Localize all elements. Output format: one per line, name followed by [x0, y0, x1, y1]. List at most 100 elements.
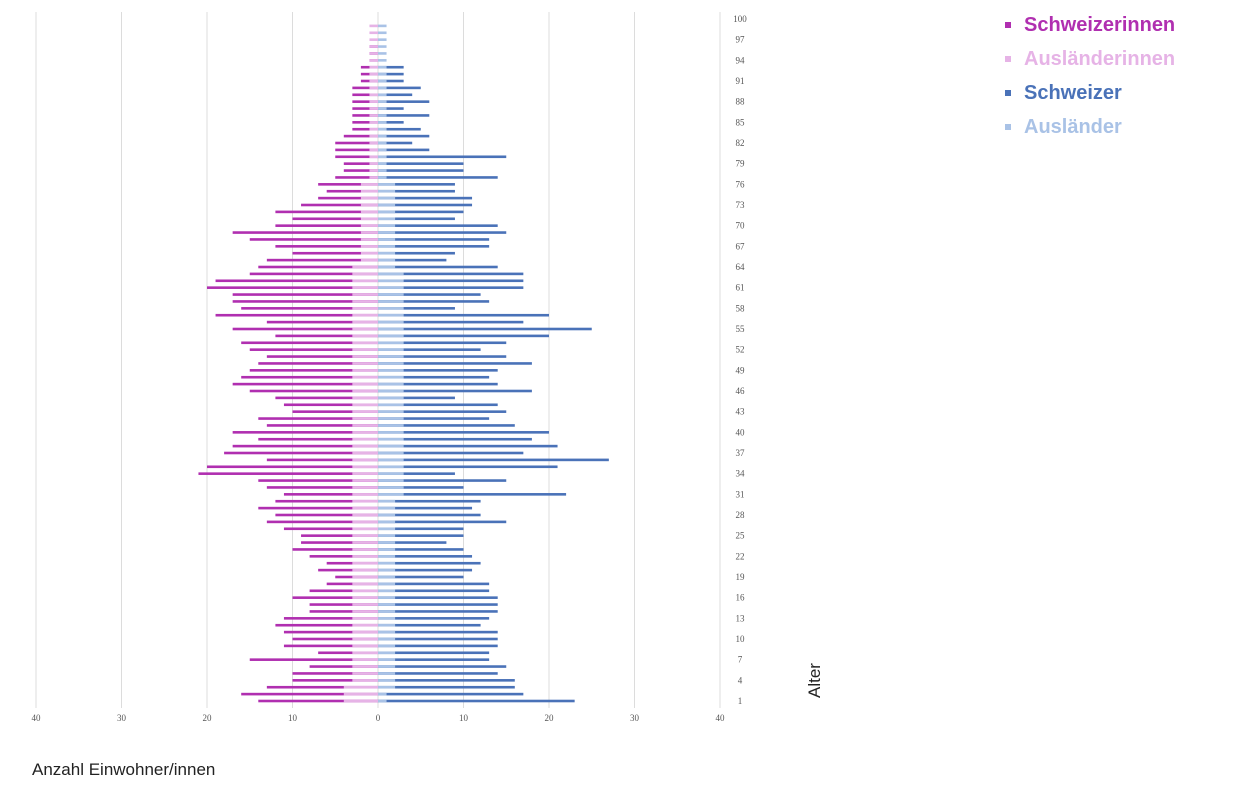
bar-0-age-65 — [266, 258, 378, 262]
bar-1-age-73 — [360, 203, 378, 207]
bar-3-age-67 — [378, 245, 396, 248]
bar-2-age-9 — [378, 644, 498, 648]
y-tick-label: 31 — [736, 489, 745, 499]
bar-0-age-48 — [241, 375, 378, 379]
bar-1-age-62 — [352, 279, 378, 283]
bar-3-age-64 — [378, 265, 396, 269]
bar-0-age-56 — [266, 320, 378, 324]
bar-2-age-29 — [378, 506, 473, 510]
bar-0-age-39 — [258, 437, 378, 441]
bar-2-age-63 — [378, 272, 524, 276]
bar-1-age-56 — [352, 320, 378, 324]
bar-0-age-84 — [352, 127, 378, 131]
bar-2-age-28 — [378, 513, 481, 517]
bar-1-age-90 — [369, 86, 378, 90]
bar-1-age-14 — [352, 610, 378, 613]
bar-3-age-55 — [378, 327, 404, 331]
bar-0-age-49 — [249, 369, 378, 372]
bar-3-age-32 — [378, 486, 404, 489]
bar-0-age-87 — [352, 107, 378, 110]
bar-3-age-24 — [378, 541, 396, 544]
y-tick-label: 79 — [736, 159, 746, 169]
y-tick-label: 28 — [736, 510, 746, 520]
bar-0-age-23 — [292, 548, 378, 551]
legend-item-auslaenderinnen: Ausländerinnen — [1005, 42, 1175, 76]
bar-3-age-26 — [378, 527, 396, 531]
legend-item-schweizer: Schweizer — [1005, 76, 1175, 110]
bar-0-age-60 — [232, 293, 378, 296]
bar-2-age-45 — [378, 396, 455, 400]
bar-3-age-62 — [378, 279, 404, 283]
bar-3-age-57 — [378, 313, 404, 317]
x-tick-label: 10 — [459, 713, 469, 723]
bar-2-age-24 — [378, 541, 447, 544]
y-tick-label: 55 — [736, 324, 746, 334]
bar-1-age-36 — [352, 458, 378, 462]
bar-1-age-52 — [352, 348, 378, 351]
bar-1-age-67 — [360, 245, 378, 248]
bar-1-age-57 — [352, 313, 378, 317]
bar-3-age-16 — [378, 596, 396, 599]
bar-1-age-28 — [352, 513, 378, 517]
bar-0-age-75 — [326, 189, 378, 193]
bar-3-age-86 — [378, 114, 387, 117]
bar-1-age-69 — [360, 231, 378, 234]
bar-1-age-35 — [352, 465, 378, 469]
x-tick-label: 40 — [32, 713, 42, 723]
bar-0-age-47 — [232, 382, 378, 386]
bar-0-age-53 — [241, 341, 378, 345]
bar-0-age-79 — [343, 162, 378, 165]
bar-0-age-20 — [318, 568, 378, 572]
bar-1-age-54 — [352, 334, 378, 338]
bar-0-age-89 — [352, 93, 378, 97]
bar-0-age-25 — [301, 534, 378, 537]
bar-0-age-70 — [275, 224, 378, 227]
bar-3-age-53 — [378, 341, 404, 345]
legend-item-schweizerinnen: Schweizerinnen — [1005, 8, 1175, 42]
bar-0-age-81 — [335, 148, 378, 152]
bar-0-age-76 — [318, 183, 378, 186]
bar-1-age-45 — [352, 396, 378, 400]
bar-1-age-86 — [369, 114, 378, 117]
bar-2-age-27 — [378, 520, 507, 524]
bar-0-age-62 — [215, 279, 378, 283]
bar-0-age-33 — [258, 479, 378, 482]
bar-1-age-64 — [352, 265, 378, 269]
bar-2-age-93 — [378, 65, 404, 69]
y-tick-label: 67 — [736, 241, 746, 251]
bar-3-age-22 — [378, 555, 396, 558]
bar-3-age-7 — [378, 658, 396, 661]
bar-2-age-1 — [378, 699, 575, 703]
y-tick-label: 52 — [736, 345, 745, 355]
bar-1-age-13 — [352, 617, 378, 620]
bar-1-age-93 — [369, 65, 378, 69]
bar-3-age-85 — [378, 121, 387, 124]
bar-2-age-66 — [378, 251, 455, 255]
bar-2-age-64 — [378, 265, 498, 269]
legend-label: Schweizer — [1024, 81, 1122, 104]
bar-2-age-16 — [378, 596, 498, 599]
bar-3-age-73 — [378, 203, 396, 207]
bar-0-age-22 — [309, 555, 378, 558]
bar-1-age-49 — [352, 369, 378, 372]
bar-3-age-17 — [378, 589, 396, 593]
bar-2-age-8 — [378, 651, 490, 655]
y-tick-label: 34 — [736, 469, 746, 479]
y-axis-title: Alter — [805, 663, 824, 698]
bar-3-age-10 — [378, 637, 396, 641]
bar-1-age-94 — [369, 59, 378, 62]
bar-0-age-71 — [292, 217, 378, 221]
y-tick-label: 25 — [736, 531, 746, 541]
bar-0-age-46 — [249, 389, 378, 393]
bar-0-age-17 — [309, 589, 378, 593]
bar-0-age-57 — [215, 313, 378, 317]
bar-0-age-41 — [266, 424, 378, 427]
bar-2-age-18 — [378, 582, 490, 586]
bar-2-age-67 — [378, 245, 490, 248]
bar-1-age-59 — [352, 300, 378, 303]
bar-2-age-42 — [378, 417, 490, 420]
bar-0-age-59 — [232, 300, 378, 303]
bar-2-age-4 — [378, 679, 515, 682]
bar-3-age-79 — [378, 162, 387, 165]
bar-3-age-77 — [378, 176, 387, 179]
